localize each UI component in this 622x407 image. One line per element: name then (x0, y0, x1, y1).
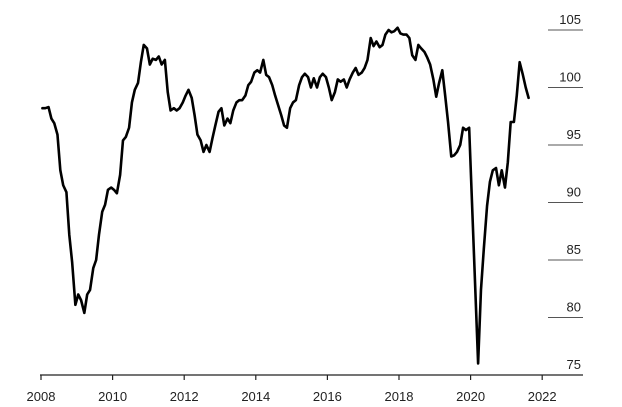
y-tick-label: 95 (567, 127, 581, 142)
x-tick-label: 2022 (528, 389, 557, 404)
x-tick-label: 2014 (241, 389, 270, 404)
x-tick-label: 2012 (170, 389, 199, 404)
x-tick-label: 2016 (313, 389, 342, 404)
y-tick-label: 90 (567, 185, 581, 200)
y-tick-label: 75 (567, 357, 581, 372)
x-tick-label: 2020 (456, 389, 485, 404)
x-tick-label: 2018 (385, 389, 414, 404)
x-tick-label: 2010 (98, 389, 127, 404)
y-tick-label: 105 (559, 12, 581, 27)
y-tick-label: 80 (567, 300, 581, 315)
y-tick-label: 100 (559, 70, 581, 85)
x-tick-label: 2008 (27, 389, 56, 404)
y-tick-label: 85 (567, 242, 581, 257)
data-line (41, 26, 530, 365)
